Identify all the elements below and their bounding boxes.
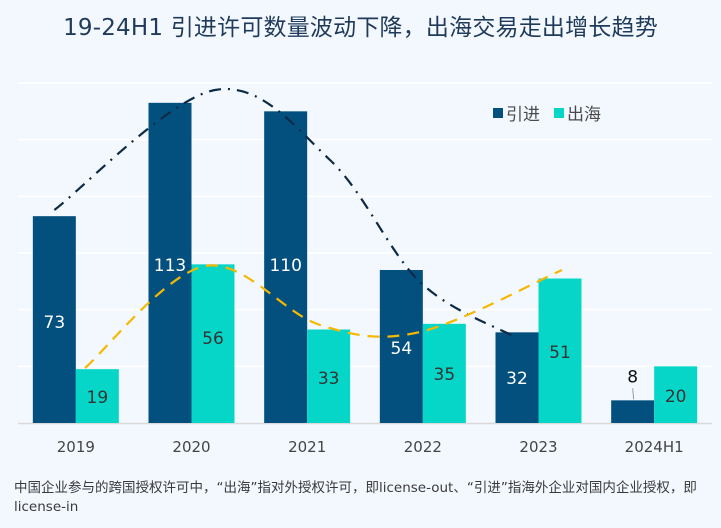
data-label-in: 32 xyxy=(506,369,528,389)
bar-in xyxy=(611,400,655,423)
bar-out xyxy=(191,264,235,423)
data-label-in: 54 xyxy=(391,339,413,359)
legend-label-in: 引进 xyxy=(506,105,540,125)
legend-swatch-in xyxy=(493,107,503,118)
bar-in xyxy=(495,332,539,423)
x-tick-label: 2020 xyxy=(172,438,210,456)
data-label-out: 20 xyxy=(665,387,687,407)
trendline-in xyxy=(53,87,516,338)
bar-out xyxy=(307,329,351,423)
data-label-out: 35 xyxy=(434,365,456,385)
bar-out xyxy=(422,323,466,423)
legend-item-out: 出海 xyxy=(554,100,601,125)
bar-in xyxy=(32,216,76,423)
bar-out xyxy=(654,366,698,423)
data-label-in: 73 xyxy=(44,313,66,333)
legend: 引进 出海 xyxy=(493,100,615,125)
trendline-out xyxy=(84,264,563,369)
x-tick-label: 2021 xyxy=(288,438,326,456)
x-tick-label: 2022 xyxy=(404,438,442,456)
legend-label-out: 出海 xyxy=(567,105,601,125)
leader-line xyxy=(632,388,635,400)
data-label-out: 51 xyxy=(549,343,571,363)
bar-out xyxy=(538,278,582,423)
legend-swatch-out xyxy=(554,107,564,118)
bar-out xyxy=(75,369,119,423)
data-label-in: 8 xyxy=(627,367,638,387)
x-tick-label: 2023 xyxy=(519,438,557,456)
bar-in xyxy=(264,111,308,423)
footnote: 中国企业参与的跨国授权许可中，“出海”指对外授权许可，即license-out、… xyxy=(14,480,697,515)
bar-in xyxy=(379,270,423,423)
x-tick-label: 2024H1 xyxy=(625,438,684,456)
data-label-out: 19 xyxy=(87,388,109,408)
x-tick-label: 2019 xyxy=(57,438,95,456)
chart-title: 19-24H1 引进许可数量波动下降，出海交易走出增长趋势 xyxy=(63,15,658,41)
data-label-out: 33 xyxy=(318,369,340,389)
bar-in xyxy=(148,102,192,423)
data-label-out: 56 xyxy=(202,329,224,349)
legend-item-in: 引进 xyxy=(493,100,540,125)
data-label-in: 110 xyxy=(269,256,301,276)
data-label-in: 113 xyxy=(154,256,186,276)
